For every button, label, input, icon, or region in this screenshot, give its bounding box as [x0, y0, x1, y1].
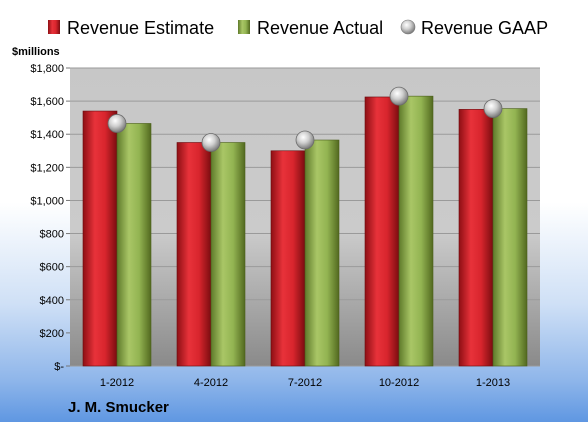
- legend-swatch: [48, 20, 60, 34]
- y-tick-label: $1,800: [30, 63, 64, 75]
- legend-item-revenue-actual: Revenue Actual: [238, 18, 383, 38]
- bar-revenue-estimate: [458, 109, 494, 367]
- y-tick-label: $600: [40, 262, 64, 274]
- x-tick-label: 1-2013: [476, 377, 510, 389]
- y-tick-label: $-: [54, 361, 64, 373]
- y-tick-label: $400: [40, 295, 64, 307]
- bar-revenue-actual: [210, 142, 246, 367]
- bar-revenue-actual: [304, 139, 340, 367]
- legend-swatch: [400, 19, 416, 35]
- legend-label: Revenue Actual: [257, 18, 383, 38]
- bar-revenue-estimate: [364, 96, 400, 367]
- x-tick-label: 10-2012: [379, 377, 419, 389]
- y-tick-label: $1,000: [30, 195, 64, 207]
- marker-revenue-gaap: [201, 133, 221, 152]
- marker-revenue-gaap: [295, 130, 315, 150]
- marker-revenue-gaap: [483, 99, 503, 118]
- y-tick-label: $1,400: [30, 129, 64, 141]
- x-tick-label: 7-2012: [288, 377, 322, 389]
- bar-revenue-estimate: [270, 150, 306, 367]
- legend-item-revenue-estimate: Revenue Estimate: [48, 18, 214, 38]
- marker-revenue-gaap: [107, 114, 127, 133]
- bar-revenue-estimate: [176, 142, 212, 367]
- legend-label: Revenue GAAP: [421, 18, 548, 38]
- bar-revenue-actual: [398, 95, 434, 367]
- x-tick-label: 1-2012: [100, 377, 134, 389]
- legend-label: Revenue Estimate: [67, 18, 214, 38]
- bar-revenue-estimate: [82, 110, 118, 367]
- unit-label: $millions: [12, 46, 60, 58]
- marker-revenue-gaap: [389, 86, 409, 106]
- y-tick-label: $1,600: [30, 96, 64, 108]
- y-tick-label: $1,200: [30, 162, 64, 174]
- y-tick-label: $800: [40, 229, 64, 241]
- bar-revenue-actual: [492, 108, 528, 367]
- company-name: J. M. Smucker: [68, 399, 169, 416]
- legend-swatch: [238, 20, 250, 34]
- x-tick-label: 4-2012: [194, 377, 228, 389]
- bar-revenue-actual: [116, 123, 152, 367]
- legend-item-revenue-gaap: Revenue GAAP: [400, 18, 548, 38]
- y-tick-label: $200: [40, 328, 64, 340]
